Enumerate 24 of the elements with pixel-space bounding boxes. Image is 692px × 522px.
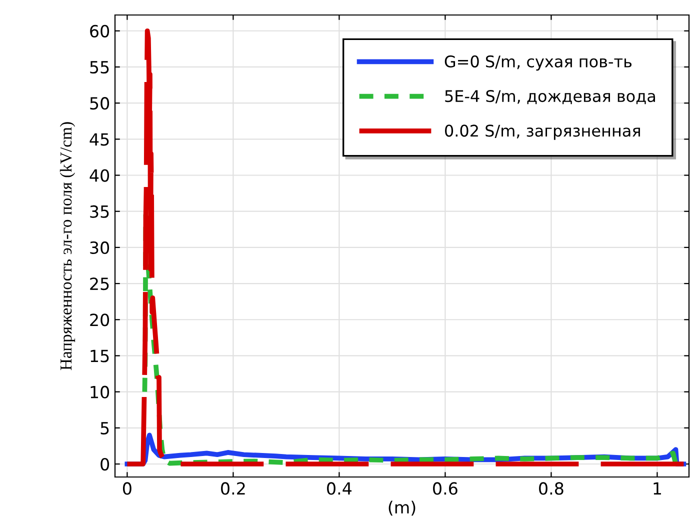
- y-tick-label: 35: [90, 205, 109, 218]
- legend-label: 5E-4 S/m, дождевая вода: [445, 90, 655, 104]
- y-tick-label: 0: [100, 458, 110, 471]
- y-tick-label: 20: [90, 314, 110, 326]
- y-tick-label: 15: [90, 350, 109, 362]
- y-tick-label: 50: [90, 97, 110, 110]
- x-tick-label: 0.6: [433, 482, 458, 495]
- y-tick-label: 5: [100, 422, 109, 434]
- x-axis-title: (m): [388, 500, 416, 516]
- x-tick-label: 0.8: [539, 482, 564, 495]
- y-tick-label: 55: [90, 61, 109, 74]
- y-axis-title: Напряженность эл-го поля (kV/cm): [60, 122, 76, 370]
- y-tick-label: 60: [90, 24, 110, 38]
- y-tick-label: 10: [90, 386, 110, 398]
- y-tick-label: 30: [90, 241, 110, 254]
- legend-label: G=0 S/m, сухая пов-ть: [444, 55, 632, 71]
- legend-label: 0.02 S/m, загрязненная: [445, 124, 640, 140]
- y-tick-label: 25: [90, 278, 109, 290]
- x-tick-label: 0.2: [221, 482, 245, 495]
- y-tick-label: 45: [90, 133, 109, 146]
- x-tick-label: 1: [654, 482, 661, 495]
- x-tick-label: 0: [122, 482, 132, 495]
- x-tick-label: 0.4: [327, 482, 352, 495]
- y-tick-label: 40: [90, 169, 110, 182]
